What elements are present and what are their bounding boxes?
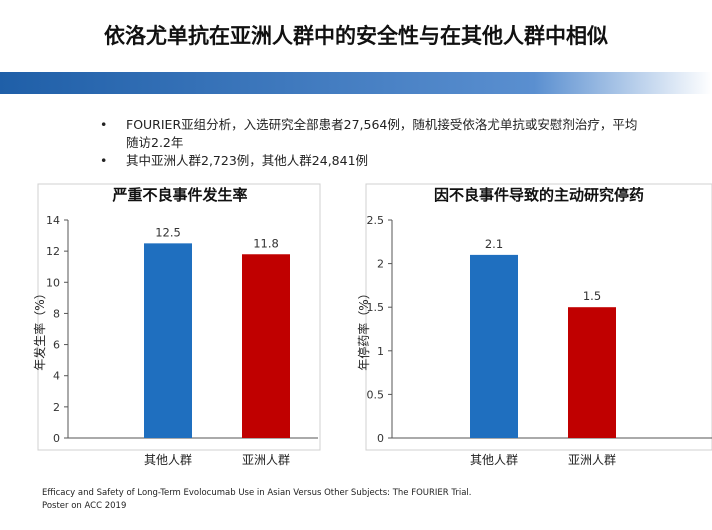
bullet-dot: • xyxy=(100,117,108,132)
y-tick-label: 4 xyxy=(53,370,60,383)
y-tick-label: 10 xyxy=(46,276,60,289)
data-label: 11.8 xyxy=(253,236,279,250)
chart-serious-adverse-events: 严重不良事件发生率 0 2 4 6 8 10 12 14 年发生率（%） 12.5 其他人群 11.8 亚… xyxy=(32,183,321,467)
citation-line: Poster on ACC 2019 xyxy=(42,501,127,511)
bar xyxy=(470,254,518,438)
y-tick-label: 0.5 xyxy=(367,388,385,401)
bar xyxy=(144,243,192,438)
data-label: 2.1 xyxy=(485,237,503,251)
y-tick-label: 0 xyxy=(53,432,60,445)
footer-citation: Efficacy and Safety of Long-Term Evolocu… xyxy=(42,487,471,513)
page-title: 依洛尤单抗在亚洲人群中的安全性与在其他人群中相似 xyxy=(104,24,608,48)
chart-title: 严重不良事件发生率 xyxy=(111,186,247,204)
bullet-text: 其中亚洲人群2,723例，其他人群24,841例 xyxy=(126,153,369,168)
chart-title: 因不良事件导致的主动研究停药 xyxy=(434,186,644,204)
category-label: 其他人群 xyxy=(470,453,518,467)
category-label: 亚洲人群 xyxy=(568,453,616,467)
chart-discontinuation: 因不良事件导致的主动研究停药 0 0.5 1 1.5 2 2.5 年停药率（%） 2.1 其他人群… xyxy=(356,183,712,467)
y-tick-label: 1 xyxy=(377,345,384,358)
y-tick-label: 6 xyxy=(53,339,60,352)
y-tick-label: 2 xyxy=(377,258,384,271)
y-tick-label: 2 xyxy=(53,401,60,414)
category-label: 其他人群 xyxy=(144,453,192,467)
bullet-list: • FOURIER亚组分析，入选研究全部患者27,564例，随机接受依洛尤单抗或… xyxy=(100,116,640,170)
bullet-text: FOURIER亚组分析，入选研究全部患者27,564例，随机接受依洛尤单抗或安慰… xyxy=(126,117,638,150)
y-tick-label: 1.5 xyxy=(367,301,385,314)
y-axis-label: 年发生率（%） xyxy=(32,287,47,370)
chart-frame xyxy=(365,183,712,451)
bullet-item: • 其中亚洲人群2,723例，其他人群24,841例 xyxy=(100,152,640,170)
y-tick-label: 14 xyxy=(46,214,60,227)
y-tick-label: 8 xyxy=(53,307,60,320)
bar xyxy=(242,254,290,438)
bullet-item: • FOURIER亚组分析，入选研究全部患者27,564例，随机接受依洛尤单抗或… xyxy=(100,116,640,152)
chart-frame xyxy=(37,183,321,451)
y-tick-label: 12 xyxy=(46,245,60,258)
y-tick-label: 0 xyxy=(377,432,384,445)
y-tick-label: 2.5 xyxy=(367,214,385,227)
y-axis-label: 年停药率（%） xyxy=(356,287,371,370)
category-label: 亚洲人群 xyxy=(242,453,290,467)
bar xyxy=(568,307,616,438)
bullet-dot: • xyxy=(100,153,108,168)
header-accent-bar xyxy=(0,72,712,94)
citation-line: Efficacy and Safety of Long-Term Evolocu… xyxy=(42,488,472,498)
data-label: 12.5 xyxy=(155,225,181,239)
data-label: 1.5 xyxy=(583,289,601,303)
